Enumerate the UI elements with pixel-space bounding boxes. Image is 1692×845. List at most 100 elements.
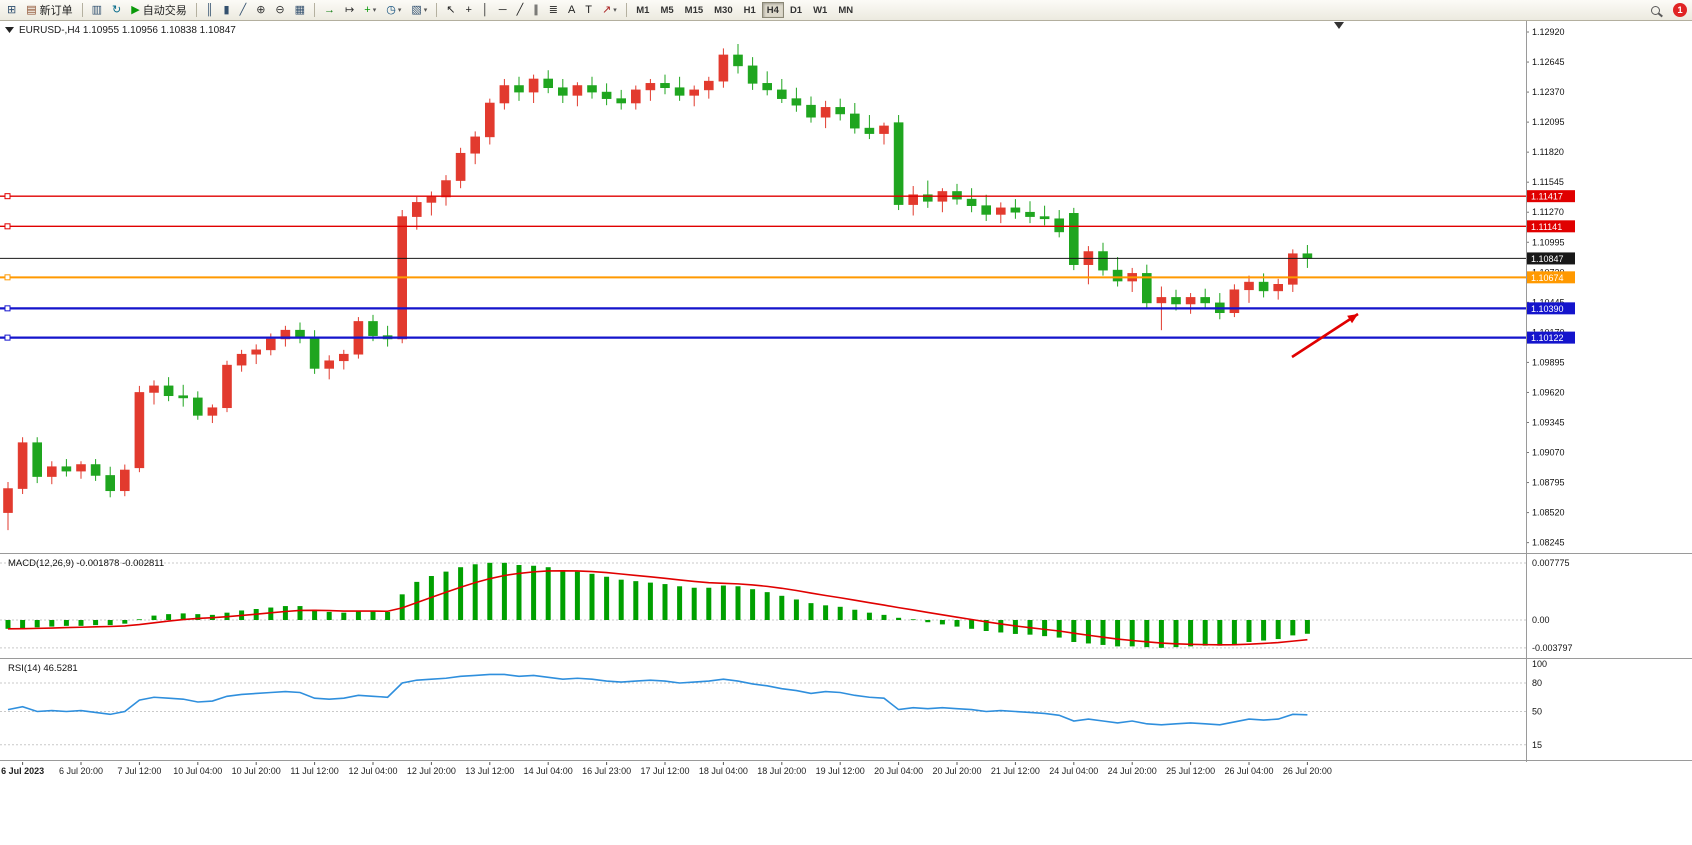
support-line-1-handle[interactable] [4, 305, 11, 312]
candle-body [806, 104, 816, 118]
candle-body [265, 338, 276, 351]
line-chart-icon: ╱ [239, 3, 247, 16]
templates-icon[interactable]: ▧ ▾ [407, 1, 431, 19]
notification-badge[interactable]: 1 [1673, 3, 1687, 17]
equidistant-channel-icon[interactable]: ∥ [529, 1, 543, 19]
macd-bar [20, 620, 26, 629]
indicators-icon[interactable]: + ▾ [360, 1, 380, 19]
candle-body [791, 98, 802, 106]
pivot-line-handle[interactable] [4, 274, 11, 281]
candle-body [703, 80, 714, 91]
candle-body [499, 85, 510, 104]
horizontal-line-icon[interactable]: ─ [495, 1, 511, 19]
time-axis-label: 7 Jul 12:00 [117, 766, 161, 776]
candle-body [61, 466, 72, 472]
resistance-line-1-handle[interactable] [4, 193, 11, 200]
macd-bar [516, 565, 522, 620]
macd-bar [1188, 620, 1194, 647]
candle-body [149, 385, 159, 393]
candle-body [470, 136, 481, 154]
timeframe-m5-button[interactable]: M5 [660, 4, 674, 16]
price-axis[interactable] [1526, 20, 1692, 762]
timeframe-w1-button[interactable]: W1 [813, 4, 828, 16]
candle-body [645, 83, 656, 91]
time-axis-label: 14 Jul 04:00 [524, 766, 573, 776]
timeframe-d1-button[interactable]: D1 [789, 4, 803, 16]
support-line-2-price-tag [1527, 331, 1575, 344]
macd-bar [326, 611, 332, 620]
candlestick-chart-icon[interactable]: ▮ [220, 1, 234, 19]
macd-bar [677, 586, 683, 620]
fibonacci-icon[interactable]: ≣ [545, 1, 562, 19]
candle-body [543, 78, 554, 89]
macd-bar [370, 611, 376, 620]
macd-bar [793, 599, 799, 620]
vertical-line-icon[interactable]: │ [478, 1, 493, 19]
macd-axis-label: 0.007775 [1532, 558, 1570, 568]
price-axis-label: 1.08795 [1532, 478, 1565, 488]
timeframe-m15-button[interactable]: M15 [684, 4, 704, 16]
chart-shift-icon[interactable]: ↦ [341, 1, 358, 19]
one-click-trading-toggle[interactable] [5, 27, 14, 33]
candle-body [776, 89, 787, 99]
candle-body [163, 385, 174, 397]
timeframe-h1-button[interactable]: H1 [743, 4, 756, 16]
refresh-icon[interactable]: ↻ [108, 1, 125, 19]
arrow-annotation[interactable] [1291, 312, 1359, 359]
macd-bar [443, 571, 449, 620]
cursor-icon: ↖ [446, 3, 456, 16]
candle-body [528, 78, 539, 93]
time-axis-label: 10 Jul 20:00 [232, 766, 281, 776]
new-chart-icon[interactable]: ⊞ [3, 1, 20, 19]
time-axis-label: 6 Jul 20:00 [59, 766, 103, 776]
equidistant-channel-icon: ∥ [533, 3, 539, 16]
search-button[interactable] [1647, 1, 1664, 19]
bar-chart-icon[interactable]: ║ [202, 1, 218, 19]
crosshair-icon[interactable]: + [461, 1, 475, 19]
macd-bar [1012, 620, 1018, 634]
autotrading-button[interactable]: ▶ 自动交易 [127, 1, 190, 19]
new-order-button[interactable]: ▤ 新订单 [22, 1, 76, 19]
text-icon[interactable]: A [564, 1, 579, 19]
candle-body [601, 91, 612, 99]
trendline-icon[interactable]: ╱ [513, 1, 528, 19]
chart-shift-marker[interactable] [1334, 22, 1344, 29]
macd-bar [925, 620, 931, 623]
resistance-line-2-handle[interactable] [4, 223, 11, 230]
macd-bar [34, 620, 40, 628]
price-axis-label: 1.12645 [1532, 57, 1565, 67]
timeframe-mn-button[interactable]: MN [838, 4, 854, 16]
profiles-icon[interactable]: ▥ [88, 1, 106, 19]
tile-windows-icon[interactable]: ▦ [291, 1, 309, 19]
rsi-axis-label: 50 [1532, 707, 1542, 717]
macd-bar [414, 581, 420, 620]
line-chart-icon[interactable]: ╱ [236, 1, 251, 19]
main-chart-area[interactable] [0, 20, 1526, 553]
macd-bar [706, 587, 712, 620]
time-axis[interactable] [0, 762, 1692, 845]
fibonacci-icon: ≣ [548, 3, 558, 16]
timeframe-h4-button[interactable]: H4 [761, 2, 784, 18]
candle-body [324, 360, 335, 369]
macd-bar [910, 619, 916, 621]
periods-icon[interactable]: ◷ ▾ [382, 1, 405, 19]
resistance-line-1-price-tag-text: 1.11417 [1531, 192, 1563, 202]
time-axis-label: 17 Jul 12:00 [640, 766, 689, 776]
zoom-out-icon[interactable]: ⊖ [271, 1, 288, 19]
support-line-2-handle[interactable] [4, 334, 11, 341]
auto-scroll-icon[interactable]: → [320, 1, 339, 19]
macd-bar [1100, 620, 1106, 645]
candle-body [1039, 216, 1050, 220]
arrows-icon[interactable]: ↗ ▾ [598, 1, 621, 19]
cursor-icon[interactable]: ↖ [442, 1, 459, 19]
arrow-annotation-head[interactable] [1347, 314, 1358, 324]
periods-icon: ◷ [386, 3, 396, 16]
timeframe-m1-button[interactable]: M1 [636, 4, 650, 16]
new-order-icon: ▤ [26, 3, 37, 16]
candle-body [908, 194, 919, 205]
candle-body [1244, 281, 1254, 291]
timeframe-m30-button[interactable]: M30 [714, 4, 733, 16]
zoom-in-icon[interactable]: ⊕ [252, 1, 269, 19]
candle-body [1288, 253, 1298, 285]
text-label-icon[interactable]: T [581, 1, 596, 19]
